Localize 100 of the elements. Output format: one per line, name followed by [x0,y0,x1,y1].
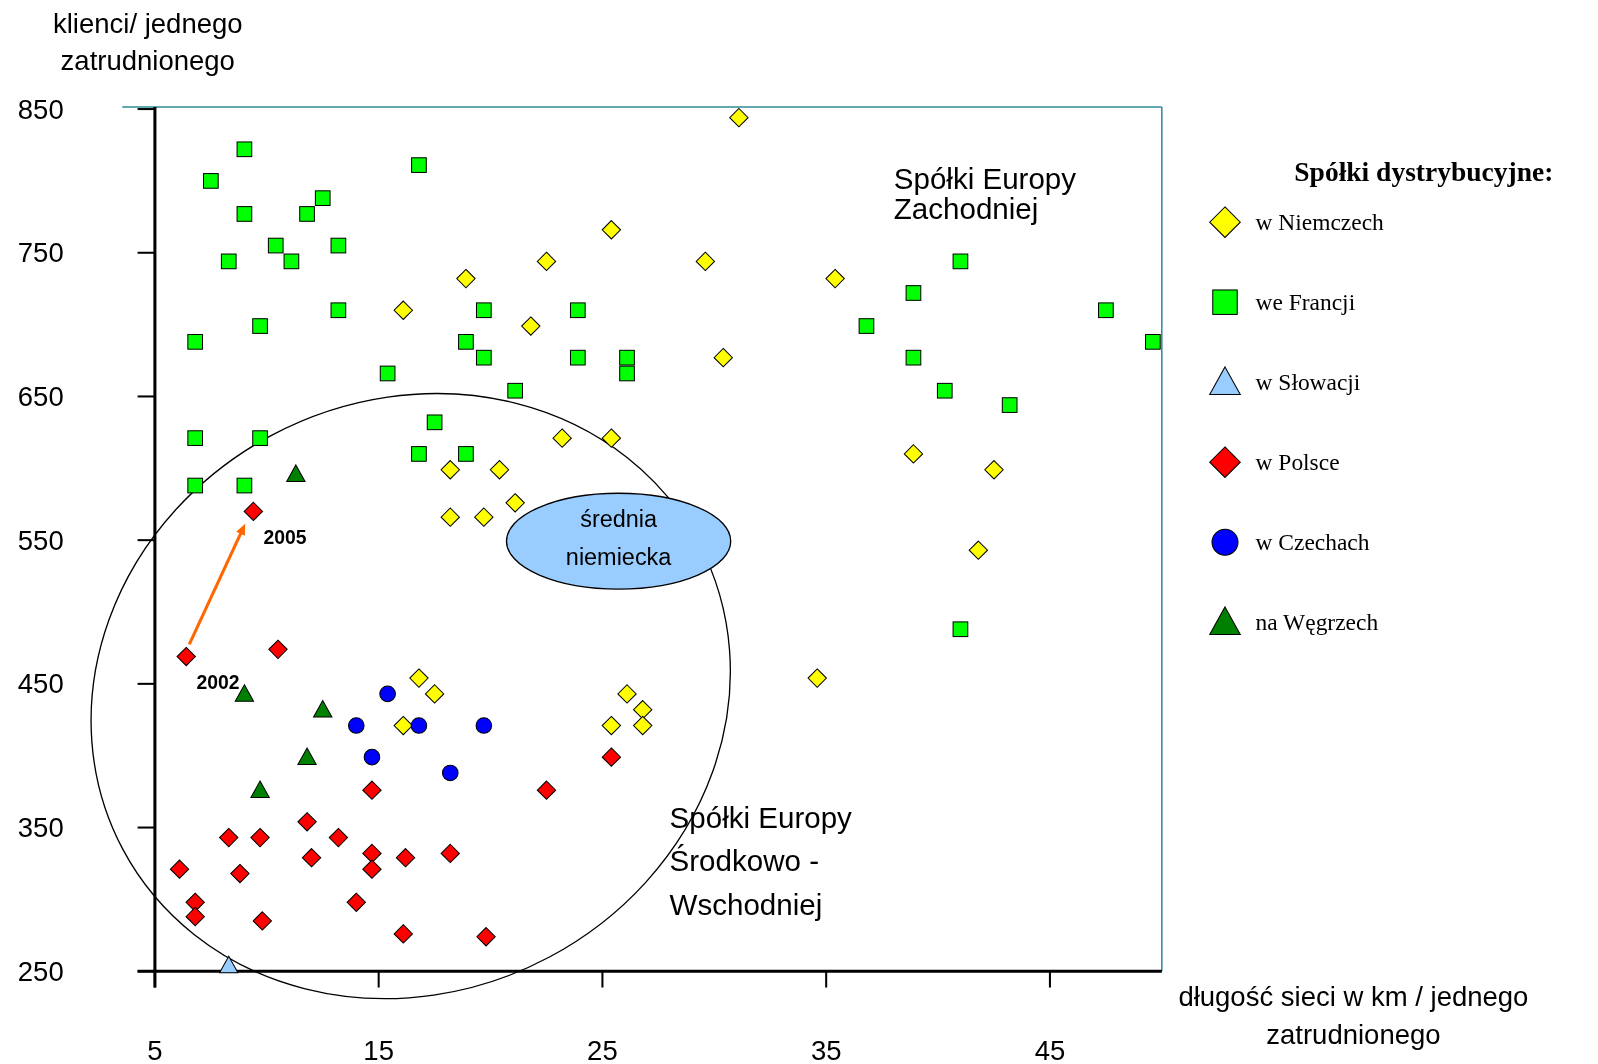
point [346,892,366,912]
point [440,843,460,864]
point [729,108,749,128]
point [362,843,382,864]
point [252,911,272,931]
point [984,460,1004,480]
y-tick-label: 750 [17,237,64,269]
point [187,430,204,446]
point [176,646,196,667]
point [807,668,827,688]
point [220,253,237,270]
point [695,251,716,272]
point [314,190,331,206]
y-tick-label: 650 [17,381,64,413]
point [440,507,460,527]
point [458,446,474,462]
point [236,206,253,222]
point [569,349,586,366]
point [347,717,365,734]
point [474,507,494,527]
annotation: Spółki Europy Zachodniej [893,161,1077,226]
point [187,334,204,350]
point [633,715,653,736]
legend-label: we Francji [1255,289,1356,316]
point [952,621,969,638]
point [297,812,317,832]
point [268,639,288,660]
legend-label: w Polsce [1255,449,1340,476]
point [313,700,333,718]
point [185,892,205,912]
point [617,684,637,704]
point [393,715,413,736]
point [411,157,427,173]
point [379,365,396,382]
point [411,446,427,462]
point [363,748,381,766]
point [219,827,239,848]
y-tick-label: 250 [17,955,64,987]
point [489,460,510,480]
point [250,780,270,799]
point [252,430,268,446]
point [426,414,443,431]
legend-label: w Słowacji [1255,369,1361,396]
point [328,827,349,848]
point [379,685,396,703]
point [409,668,429,688]
point [1001,397,1018,413]
point [393,924,413,944]
point [905,349,922,366]
point [330,237,347,254]
annotation: średnia niemiecka [565,505,673,570]
point [903,444,924,464]
point [713,347,733,368]
point [475,302,492,319]
point [286,464,306,482]
y-tick-label: 550 [17,524,64,556]
x-tick-label: 45 [1034,1034,1066,1064]
annotation: 2005 [263,526,307,549]
point [243,501,264,522]
point [410,717,428,734]
point [905,285,922,301]
point [1145,334,1161,350]
point [236,141,253,158]
y-tick-label: 850 [17,93,64,125]
point [299,206,315,222]
point [185,906,205,927]
point [475,717,493,734]
point [569,302,586,319]
point [936,382,953,399]
point [505,493,525,513]
legend-title: Spółki dystrybucyjne: [1294,156,1554,188]
point [619,349,635,366]
point [858,318,875,334]
point [521,316,541,336]
point [267,237,284,254]
point [507,382,523,399]
x-axis-title: długość sieci w km / jednego zatrudnionego [1178,980,1529,1050]
point [601,428,622,448]
point [297,747,317,765]
point [362,780,382,800]
point [1098,302,1114,319]
point [236,477,253,494]
point [362,859,382,879]
legend-label: w Niemczech [1255,209,1385,236]
point [601,220,622,240]
point [283,253,300,270]
point [968,540,989,560]
point [536,780,557,800]
legend-label: w Czechach [1255,529,1370,556]
point [169,859,190,879]
point [552,428,572,448]
x-tick-label: 15 [363,1034,394,1064]
point [440,460,460,480]
point [952,253,969,270]
point [424,684,445,704]
legend-label: na Węgrzech [1255,609,1379,636]
point [536,251,557,272]
y-tick-label: 450 [17,668,64,700]
point [825,268,845,289]
point [187,477,204,494]
